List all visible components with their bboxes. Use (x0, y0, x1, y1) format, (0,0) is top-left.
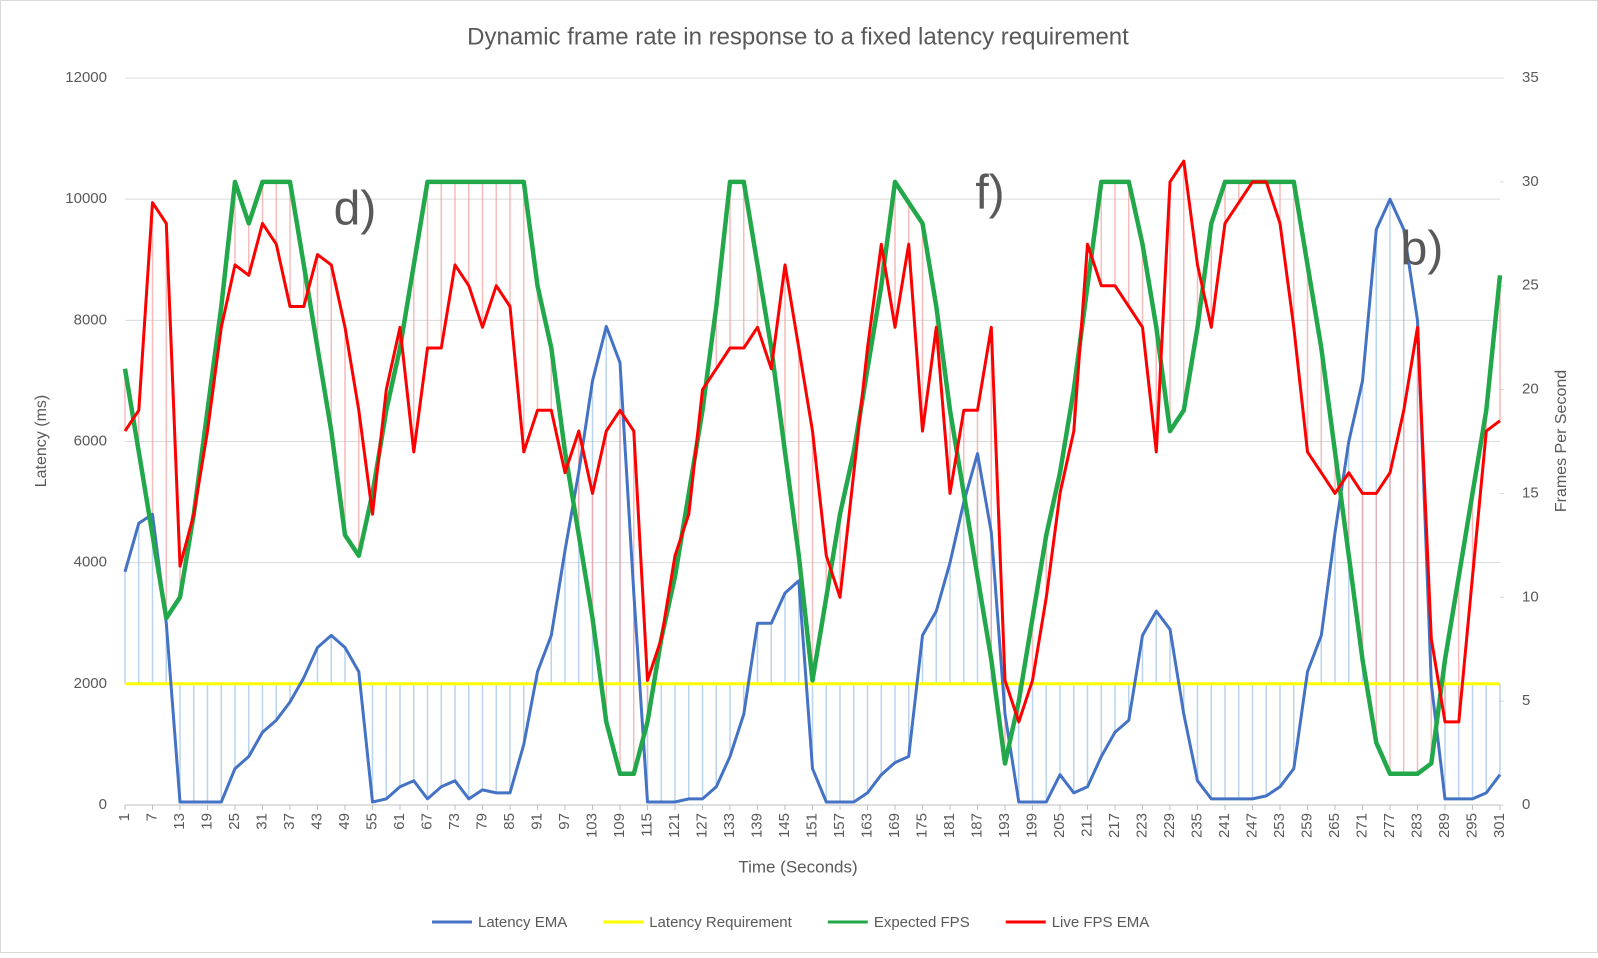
legend-label: Latency EMA (478, 914, 567, 931)
x-tick-label: 49 (336, 813, 353, 830)
legend-label: Expected FPS (874, 914, 970, 931)
x-tick-label: 37 (281, 813, 298, 830)
x-tick-label: 169 (886, 813, 903, 838)
y2-tick-label: 35 (1522, 69, 1539, 86)
x-axis-label: Time (Seconds) (738, 857, 857, 876)
legend-label: Latency Requirement (649, 914, 792, 931)
x-tick-label: 151 (803, 813, 820, 838)
x-tick-label: 157 (831, 813, 848, 838)
y2-tick-label: 10 (1522, 588, 1539, 605)
y2-axis-label: Frames Per Second (1553, 370, 1570, 512)
x-tick-label: 223 (1133, 813, 1150, 838)
x-tick-label: 163 (858, 813, 875, 838)
x-tick-label: 25 (226, 813, 243, 830)
x-tick-label: 127 (693, 813, 710, 838)
x-tick-label: 31 (253, 813, 270, 830)
x-tick-label: 295 (1463, 813, 1480, 838)
x-tick-label: 253 (1271, 813, 1288, 838)
y-tick-label: 2000 (74, 675, 107, 692)
x-tick-label: 289 (1436, 813, 1453, 838)
x-tick-label: 85 (501, 813, 518, 830)
annotation: d) (334, 183, 377, 236)
x-tick-label: 103 (583, 813, 600, 838)
x-tick-label: 13 (171, 813, 188, 830)
annotation: f) (975, 167, 1004, 220)
x-tick-label: 61 (391, 813, 408, 830)
x-tick-label: 139 (748, 813, 765, 838)
x-tick-label: 43 (308, 813, 325, 830)
x-tick-label: 271 (1353, 813, 1370, 838)
y2-tick-label: 5 (1522, 692, 1530, 709)
y2-tick-label: 0 (1522, 796, 1530, 813)
x-tick-label: 133 (721, 813, 738, 838)
x-tick-label: 109 (611, 813, 628, 838)
series-line (123, 159, 1501, 724)
x-tick-label: 97 (556, 813, 573, 830)
legend-label: Live FPS EMA (1052, 914, 1150, 931)
annotation: b) (1401, 223, 1444, 276)
x-tick-label: 187 (968, 813, 985, 838)
series-line (122, 179, 1503, 777)
x-tick-label: 283 (1408, 813, 1425, 838)
y-tick-label: 10000 (65, 190, 107, 207)
series-line (123, 197, 1502, 804)
x-tick-label: 205 (1051, 813, 1068, 838)
x-tick-label: 79 (473, 813, 490, 830)
x-tick-label: 277 (1381, 813, 1398, 838)
y2-tick-label: 30 (1522, 173, 1539, 190)
x-tick-label: 67 (418, 813, 435, 830)
x-tick-label: 241 (1216, 813, 1233, 838)
y2-tick-label: 25 (1522, 277, 1539, 294)
chart-title: Dynamic frame rate in response to a fixe… (467, 23, 1129, 50)
x-tick-label: 181 (941, 813, 958, 838)
x-tick-label: 19 (198, 813, 215, 830)
x-tick-label: 247 (1243, 813, 1260, 838)
x-tick-label: 7 (143, 813, 160, 821)
y-tick-label: 6000 (74, 432, 107, 449)
x-tick-label: 265 (1326, 813, 1343, 838)
y-tick-label: 0 (99, 796, 107, 813)
x-tick-label: 1 (116, 813, 133, 821)
x-tick-label: 121 (666, 813, 683, 838)
y-tick-label: 4000 (74, 554, 107, 571)
x-tick-label: 55 (363, 813, 380, 830)
y-tick-label: 8000 (74, 311, 107, 328)
x-tick-label: 73 (446, 813, 463, 830)
x-tick-label: 199 (1023, 813, 1040, 838)
x-tick-label: 115 (638, 813, 655, 837)
x-tick-label: 259 (1298, 813, 1315, 838)
y-axis-label: Latency (ms) (33, 395, 50, 487)
x-tick-label: 229 (1161, 813, 1178, 838)
y2-tick-label: 15 (1522, 484, 1539, 501)
x-tick-label: 193 (996, 813, 1013, 838)
x-tick-label: 145 (776, 813, 793, 838)
x-tick-label: 175 (913, 813, 930, 838)
x-tick-label: 235 (1188, 813, 1205, 838)
x-tick-label: 217 (1106, 813, 1123, 838)
x-tick-label: 301 (1491, 813, 1508, 838)
x-tick-label: 91 (528, 813, 545, 830)
y2-tick-label: 20 (1522, 381, 1539, 398)
x-tick-label: 211 (1078, 813, 1095, 837)
y-tick-label: 12000 (65, 69, 107, 86)
